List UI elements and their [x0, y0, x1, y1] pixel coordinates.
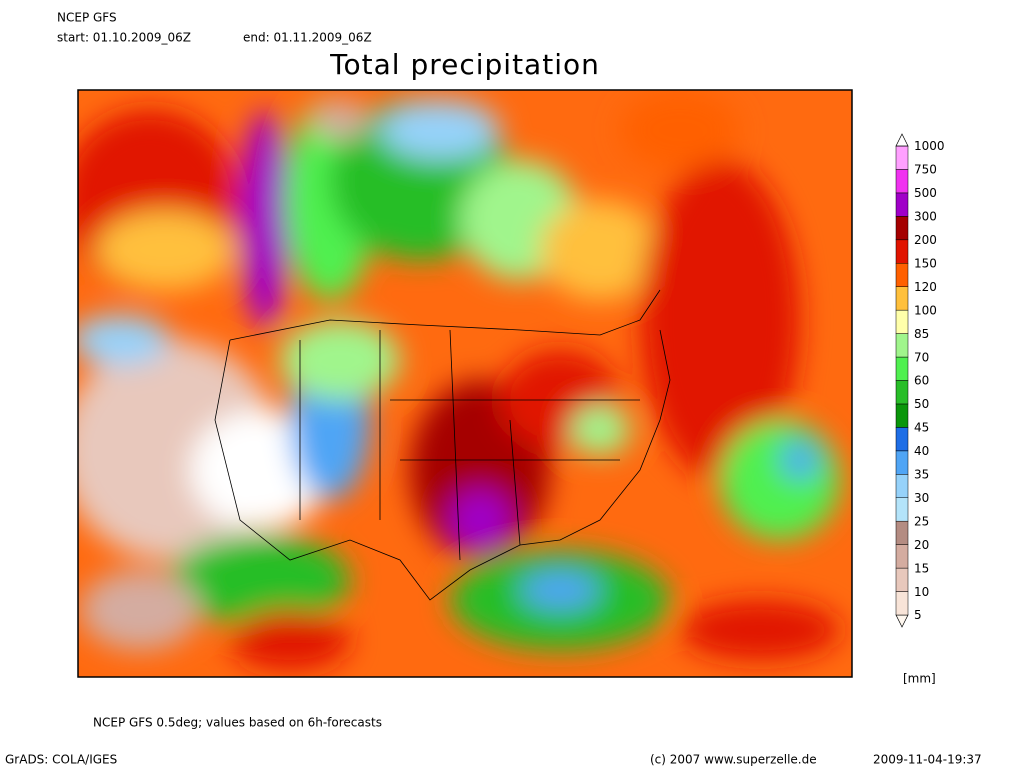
colorbar-bin — [895, 309, 909, 334]
colorbar-bin — [895, 427, 909, 452]
colorbar-bin — [895, 544, 909, 569]
colorbar-bin — [895, 380, 909, 405]
colorbar-bin — [895, 216, 909, 241]
colorbar-label: 50 — [914, 397, 929, 411]
colorbar-bin — [895, 356, 909, 381]
colorbar-label: 200 — [914, 233, 937, 247]
colorbar-label: 40 — [914, 444, 929, 458]
colorbar-label: 45 — [914, 421, 929, 435]
colorbar-label: 10 — [914, 585, 929, 599]
colorbar-bin — [895, 450, 909, 475]
colorbar-bin — [895, 192, 909, 217]
colorbar-label: 60 — [914, 374, 929, 388]
colorbar-label: 25 — [914, 514, 929, 528]
map-title: Total precipitation — [329, 48, 600, 81]
colorbar-bin — [895, 474, 909, 498]
unit-label: [mm] — [903, 672, 936, 686]
footer-note: NCEP GFS 0.5deg; values based on 6h-fore… — [93, 716, 382, 730]
end-label: end: 01.11.2009_06Z — [243, 31, 372, 45]
colorbar-bin — [895, 403, 909, 428]
colorbar-label: 300 — [914, 210, 937, 224]
colorbar-label: 70 — [914, 350, 929, 364]
colorbar-end — [895, 133, 909, 147]
colorbar: 5 10 15 20 25 30 35 40 45 50 60 70 85 100 120 150 200 300… — [895, 133, 945, 628]
colorbar-label: 100 — [914, 303, 937, 317]
colorbar-label: 35 — [914, 468, 929, 482]
software-credit: GrADS: COLA/IGES — [5, 753, 117, 767]
colorbar-bin — [895, 333, 909, 358]
colorbar-bin — [895, 591, 909, 616]
colorbar-bin — [895, 567, 909, 592]
colorbar-end — [895, 614, 909, 628]
colorbar-label: 120 — [914, 280, 937, 294]
colorbar-bin — [895, 169, 909, 194]
colorbar-label: 1000 — [914, 139, 945, 153]
colorbar-label: 750 — [914, 163, 937, 177]
map-frame — [77, 89, 853, 678]
start-label: start: 01.10.2009_06Z — [57, 31, 191, 45]
colorbar-bin — [895, 263, 909, 287]
colorbar-label: 5 — [914, 608, 922, 622]
colorbar-label: 20 — [914, 538, 929, 552]
colorbar-label: 85 — [914, 327, 929, 341]
copyright: (c) 2007 www.superzelle.de — [650, 753, 817, 767]
colorbar-label: 150 — [914, 256, 937, 270]
model-label: NCEP GFS — [57, 11, 117, 25]
timestamp: 2009-11-04-19:37 — [873, 753, 982, 767]
colorbar-bin — [895, 520, 909, 545]
colorbar-bin — [895, 239, 909, 264]
colorbar-bin — [895, 286, 909, 311]
colorbar-label: 30 — [914, 491, 929, 505]
colorbar-bin — [895, 145, 909, 170]
colorbar-bin — [895, 497, 909, 522]
precipitation-field — [78, 90, 852, 677]
colorbar-label: 15 — [914, 561, 929, 575]
colorbar-label: 500 — [914, 186, 937, 200]
